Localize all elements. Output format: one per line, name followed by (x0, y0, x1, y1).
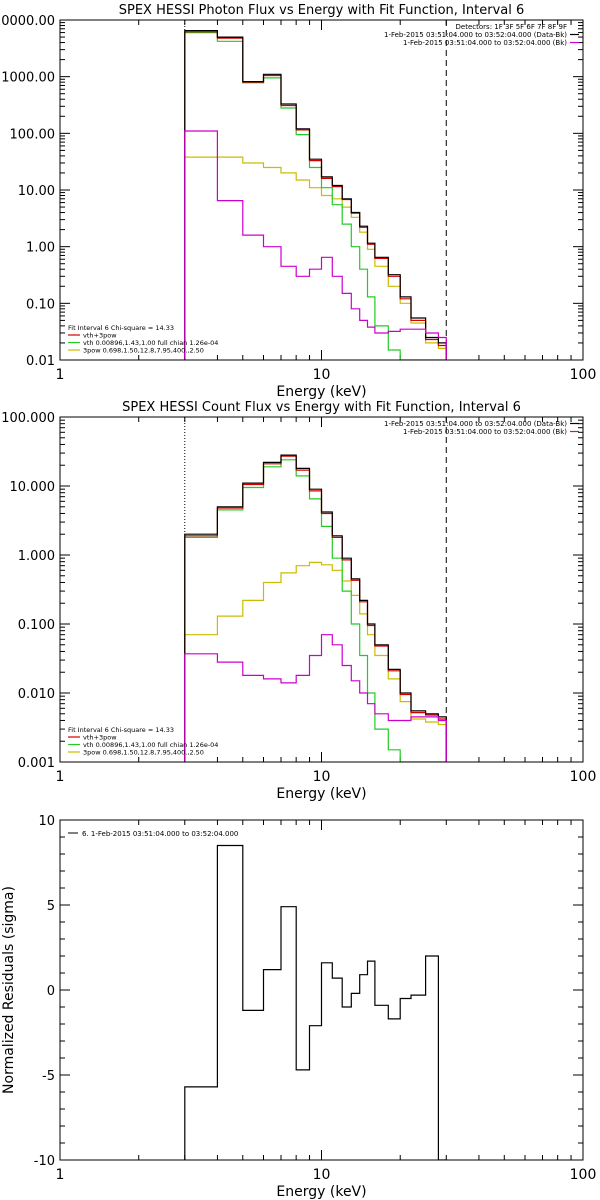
y-tick-label: 10 (38, 814, 55, 829)
y-tick-label: 0.001 (18, 756, 55, 771)
y-tick-label: 0.01 (26, 354, 55, 369)
series-line-2 (184, 31, 447, 360)
plot-frame (59, 19, 584, 361)
x-tick-label: 1 (56, 769, 65, 785)
y-tick-label: 0.100 (18, 618, 55, 633)
legend-label: 1-Feb-2015 03:51:04.000 to 03:52:04.000 … (403, 39, 567, 47)
x-tick-label: 10 (313, 769, 331, 785)
chart-1: SPEX HESSI Photon Flux vs Energy with Fi… (0, 3, 596, 400)
y-tick-label: 1.00 (26, 241, 55, 256)
series-line-1 (184, 454, 447, 762)
y-tick-label: 10.000 (10, 480, 56, 495)
x-tick-label: 100 (570, 367, 597, 383)
chart-title: SPEX HESSI Count Flux vs Energy with Fit… (122, 400, 521, 415)
series-line-3 (184, 32, 447, 360)
series-line-3 (184, 459, 447, 762)
legend-label: 1-Feb-2015 03:51:04.000 to 03:52:04.000 … (384, 420, 567, 428)
series-line-5 (184, 634, 447, 762)
y-tick-label: 1000.00 (1, 71, 55, 86)
x-tick-label: 100 (570, 1167, 597, 1183)
chart-title: SPEX HESSI Photon Flux vs Energy with Fi… (119, 3, 525, 18)
y-tick-label: 0 (47, 984, 55, 999)
x-axis-label: Energy (keV) (276, 786, 366, 802)
legend-label: 1-Feb-2015 03:51:04.000 to 03:52:04.000 … (403, 428, 567, 436)
plot-frame (59, 819, 584, 1161)
series-line-5 (184, 130, 447, 360)
series-line-1 (184, 844, 447, 1160)
y-tick-label: 100.00 (10, 127, 56, 142)
legend-label: Fit Interval 6 Chi-square = 14.33 (68, 726, 174, 734)
y-tick-label: 10.00 (18, 184, 55, 199)
y-tick-label: 10000.00 (0, 14, 55, 29)
legend-label: 6. 1-Feb-2015 03:51:04.000 to 03:52:04.0… (82, 830, 238, 838)
x-tick-label: 10 (313, 367, 331, 383)
x-tick-label: 10 (313, 1167, 331, 1183)
y-tick-label: -5 (42, 1069, 55, 1084)
y-tick-label: 0.10 (26, 297, 55, 312)
x-tick-label: 1 (56, 367, 65, 383)
legend-label: 3pow 0.698,1.50,12.8,7.95,400.,2.50 (83, 749, 204, 757)
legend-label: 1-Feb-2015 03:51:04.000 to 03:52:04.000 … (384, 31, 567, 39)
y-tick-label: 0.010 (18, 687, 55, 702)
series-line-2 (184, 455, 447, 762)
legend-label: vth+3pow (83, 734, 117, 742)
y-tick-label: 1.000 (18, 549, 55, 564)
x-axis-label: Energy (keV) (276, 384, 366, 400)
legend-label: vth 0.00896,1.43,1.00 full chian 1.26e-0… (83, 339, 218, 347)
plot-frame (59, 416, 584, 763)
legend-label: vth+3pow (83, 332, 117, 340)
legend-label: vth 0.00896,1.43,1.00 full chian 1.26e-0… (83, 741, 218, 749)
x-tick-label: 1 (56, 1167, 65, 1183)
plot-area (184, 844, 447, 1160)
chart-2: SPEX HESSI Count Flux vs Energy with Fit… (1, 400, 596, 802)
plot-area (184, 417, 447, 762)
y-axis-label: Normalized Residuals (sigma) (1, 886, 17, 1094)
x-axis-label: Energy (keV) (276, 1184, 366, 1200)
legend-label: Detectors: 1F 3F 5F 6F 7F 8F 9F (456, 23, 567, 31)
plot-area (184, 20, 447, 360)
legend-label: 3pow 0.698,1.50,12.8,7.95,400.,2.50 (83, 347, 204, 355)
legend-label: Fit Interval 6 Chi-square = 14.33 (68, 324, 174, 332)
y-tick-label: -10 (34, 1154, 55, 1169)
x-tick-label: 100 (570, 769, 597, 785)
series-line-1 (184, 30, 447, 360)
chart-3: 1 10 100 Energy (keV) -10 -5 0 5 10 Normalized Re… (1, 814, 596, 1200)
y-tick-label: 100.000 (1, 411, 55, 426)
y-tick-label: 5 (47, 899, 55, 914)
